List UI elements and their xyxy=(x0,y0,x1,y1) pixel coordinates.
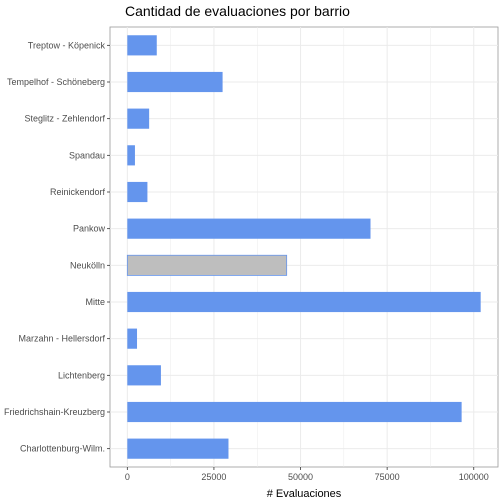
x-tick-label: 75000 xyxy=(375,472,400,482)
x-tick-label: 100000 xyxy=(459,472,489,482)
bar-friedrichshain-kreuzberg xyxy=(127,401,462,423)
bars xyxy=(126,35,481,459)
y-tick-label: Lichtenberg xyxy=(58,370,105,380)
y-tick-label: Neukölln xyxy=(70,260,105,270)
plot-panel xyxy=(109,26,499,468)
x-tick-label: 0 xyxy=(125,472,130,482)
bar-treptow-k-penick xyxy=(127,35,157,56)
chart-title: Cantidad de evaluaciones por barrio xyxy=(125,3,350,19)
y-tick-label: Treptow - Köpenick xyxy=(28,40,106,50)
bar-steglitz-zehlendorf xyxy=(127,108,150,129)
x-tick-label: 25000 xyxy=(201,472,226,482)
bar-lichtenberg xyxy=(127,365,161,386)
bar-marzahn-hellersdorf xyxy=(127,328,138,349)
y-tick-label: Spandau xyxy=(69,150,105,160)
x-axis-label: # Evaluaciones xyxy=(267,488,342,500)
bar-reinickendorf xyxy=(127,181,148,203)
bar-mitte xyxy=(127,291,481,313)
bar-tempelhof-sch-neberg xyxy=(127,71,223,93)
bar-spandau xyxy=(127,145,135,166)
x-tick-label: 50000 xyxy=(288,472,313,482)
bar-pankow xyxy=(127,218,371,239)
y-tick-label: Reinickendorf xyxy=(50,187,106,197)
y-tick-label: Friedrichshain-Kreuzberg xyxy=(4,407,105,417)
y-tick-label: Steglitz - Zehlendorf xyxy=(24,114,105,124)
y-tick-label: Mitte xyxy=(85,297,105,307)
y-tick-label: Tempelhof - Schöneberg xyxy=(7,77,105,87)
bar-charlottenburg-wilm- xyxy=(127,438,229,459)
y-tick-label: Marzahn - Hellersdorf xyxy=(18,334,105,344)
grid-lines xyxy=(110,27,498,467)
bar-neuk-lln xyxy=(126,254,288,276)
y-tick-label: Charlottenburg-Wilm. xyxy=(20,444,105,454)
x-axis: 0 25000 50000 75000 100000 xyxy=(125,467,489,482)
y-tick-label: Pankow xyxy=(73,224,106,234)
y-axis: Treptow - Köpenick Tempelhof - Schöneberg… xyxy=(4,40,110,454)
